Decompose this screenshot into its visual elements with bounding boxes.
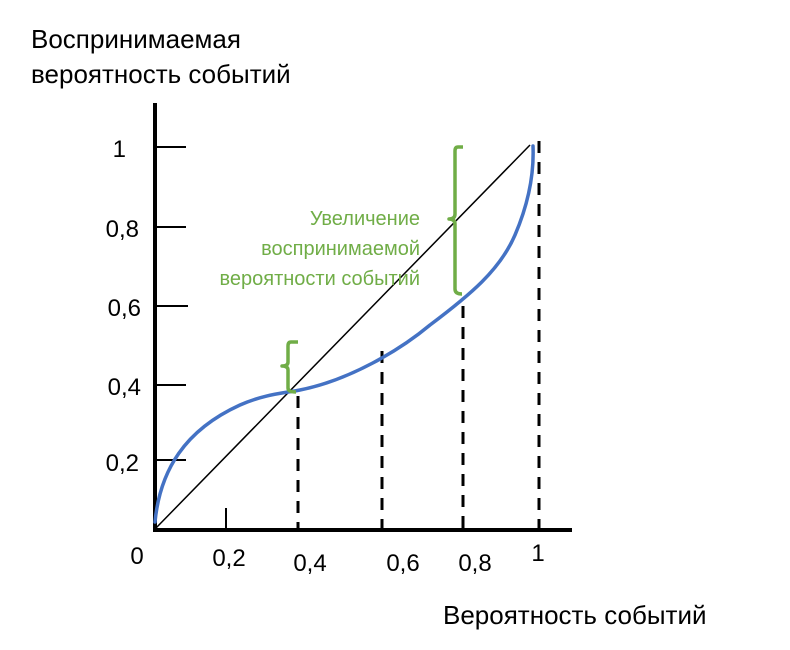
large-brace-icon <box>447 145 463 296</box>
y-axis-title-line1: Воспринимаемая <box>31 24 241 54</box>
y-axis-title: Воспринимаемая вероятность событий <box>31 22 291 92</box>
y-axis-title-line2: вероятность событий <box>31 59 291 89</box>
y-tick-label: 0,6 <box>108 295 141 322</box>
svg-text:вероятности событий: вероятности событий <box>220 268 421 290</box>
y-tick-label: 0,8 <box>106 216 139 243</box>
origin-label: 0 <box>130 543 143 570</box>
y-tick-label: 0,4 <box>108 374 141 401</box>
svg-text:воспринимаемой: воспринимаемой <box>261 238 420 260</box>
annotation-text: Увеличение воспринимаемой вероятности со… <box>220 208 421 290</box>
svg-text:Увеличение: Увеличение <box>310 208 420 230</box>
y-tick-label: 1 <box>113 136 126 163</box>
x-tick-label: 0,4 <box>293 550 326 577</box>
x-tick-label: 0,8 <box>458 550 491 577</box>
x-axis-title: Вероятность событий <box>443 600 707 630</box>
y-ticks <box>155 146 188 461</box>
dashed-reference-lines <box>296 141 541 530</box>
small-brace-icon <box>280 340 298 394</box>
x-tick-label: 1 <box>531 540 544 567</box>
y-tick-label: 0,2 <box>106 450 139 477</box>
diagonal-line <box>155 144 531 529</box>
perceived-probability-curve <box>153 144 535 524</box>
x-tick-label: 0,2 <box>212 545 245 572</box>
x-tick-label: 0,6 <box>386 550 419 577</box>
